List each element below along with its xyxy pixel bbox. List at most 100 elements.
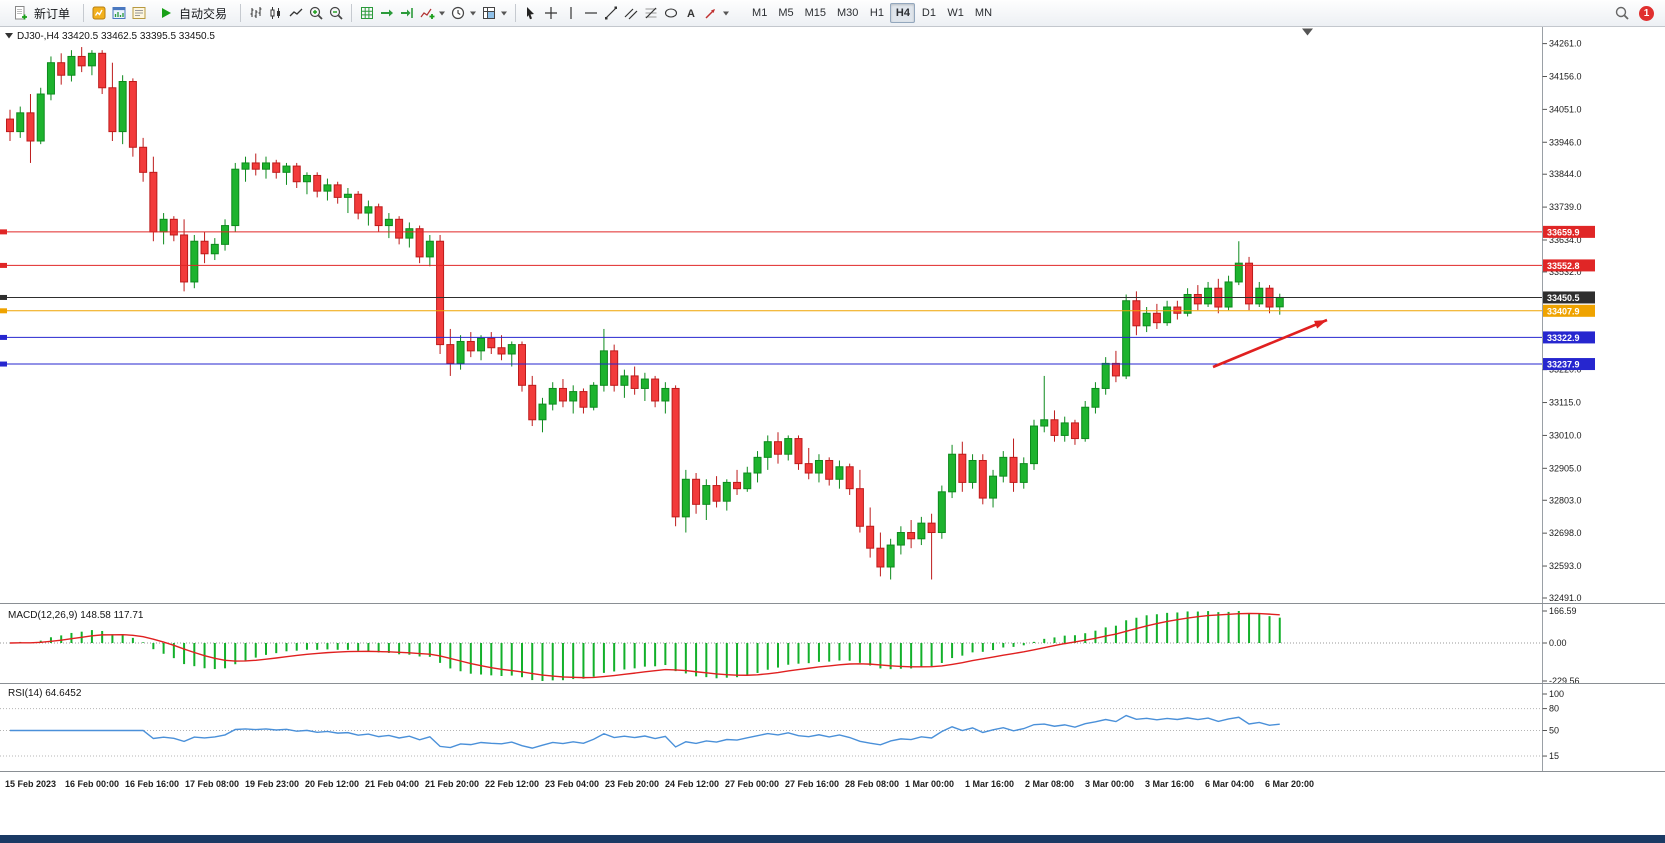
trend-arrow[interactable] bbox=[1212, 318, 1328, 369]
templates-icon[interactable] bbox=[480, 4, 498, 22]
price-tick-label: 33115.0 bbox=[1549, 398, 1581, 408]
tools-dropdown-icon[interactable] bbox=[722, 4, 731, 22]
auto-scroll-icon[interactable] bbox=[378, 4, 396, 22]
time-axis-label: 2 Mar 08:00 bbox=[1025, 779, 1074, 789]
time-axis-label: 23 Feb 04:00 bbox=[545, 779, 599, 789]
price-flag bbox=[1543, 225, 1595, 238]
trendline-tool-icon[interactable] bbox=[602, 4, 620, 22]
candle-body bbox=[579, 391, 588, 408]
candle-body bbox=[845, 466, 854, 490]
price-tick-label: 34051.0 bbox=[1549, 104, 1582, 114]
arrows-tool-icon[interactable] bbox=[702, 4, 720, 22]
candle-body bbox=[67, 55, 76, 76]
candle-body bbox=[1245, 262, 1254, 305]
candle-body bbox=[405, 228, 414, 239]
candles-chart-icon[interactable] bbox=[267, 4, 285, 22]
timeframe-M15[interactable]: M15 bbox=[804, 7, 826, 19]
new-order-button[interactable]: 新订单 bbox=[5, 2, 77, 24]
candle-body bbox=[26, 112, 35, 142]
time-axis-label: 3 Mar 00:00 bbox=[1085, 779, 1134, 789]
line-chart-icon[interactable] bbox=[287, 4, 305, 22]
candle-body bbox=[825, 459, 834, 480]
crosshair-tool-icon[interactable] bbox=[542, 4, 560, 22]
candle-body bbox=[927, 522, 936, 534]
bars-chart-icon[interactable] bbox=[247, 4, 265, 22]
candle-body bbox=[46, 62, 55, 95]
candle-body bbox=[1019, 463, 1028, 483]
horizontal-line-tool-icon[interactable] bbox=[582, 4, 600, 22]
candle-body bbox=[569, 391, 578, 402]
timeframe-M30[interactable]: M30 bbox=[837, 7, 859, 19]
candle-body bbox=[702, 485, 711, 505]
timeframe-H4[interactable]: H4 bbox=[890, 3, 916, 23]
search-icon[interactable] bbox=[1613, 4, 1631, 22]
indicators-icon[interactable] bbox=[418, 4, 436, 22]
candle-body bbox=[384, 218, 393, 227]
candle-body bbox=[87, 52, 96, 67]
candle-body bbox=[395, 218, 404, 239]
text-tool-icon[interactable]: A bbox=[682, 4, 700, 22]
price-level-marker bbox=[0, 262, 7, 268]
toolbar-separator bbox=[240, 4, 242, 22]
price-level-marker bbox=[0, 334, 7, 340]
candle-body bbox=[456, 340, 465, 364]
rsi-tick-label: 15 bbox=[1549, 751, 1559, 761]
templates-dropdown-icon[interactable] bbox=[500, 4, 509, 22]
candle-body bbox=[1009, 456, 1018, 483]
candle-body bbox=[958, 453, 967, 483]
timeframe-M5[interactable]: M5 bbox=[778, 7, 794, 19]
candle-body bbox=[77, 55, 86, 67]
candle-body bbox=[210, 243, 219, 255]
cursor-tool-icon[interactable] bbox=[522, 4, 540, 22]
timeframe-MN[interactable]: MN bbox=[974, 7, 993, 19]
zoom-in-icon[interactable] bbox=[307, 4, 325, 22]
candle-body bbox=[364, 206, 373, 214]
indicators-dropdown-icon[interactable] bbox=[438, 4, 447, 22]
channel-tool-icon[interactable] bbox=[622, 4, 640, 22]
candle-body bbox=[1193, 293, 1202, 305]
chart-window-icon[interactable] bbox=[110, 4, 128, 22]
time-axis-label: 24 Feb 12:00 bbox=[665, 779, 719, 789]
candle-body bbox=[169, 218, 178, 236]
candle-body bbox=[1163, 306, 1172, 324]
svg-text:A: A bbox=[687, 8, 695, 20]
candle-body bbox=[128, 80, 137, 148]
candle-body bbox=[589, 384, 598, 408]
fibonacci-tool-icon[interactable] bbox=[642, 4, 660, 22]
auto-trading-button[interactable]: 自动交易 bbox=[150, 2, 234, 24]
shapes-tool-icon[interactable] bbox=[662, 4, 680, 22]
vertical-line-tool-icon[interactable] bbox=[562, 4, 580, 22]
chart-shift-end-marker[interactable] bbox=[1302, 28, 1313, 36]
timeframe-M1[interactable]: M1 bbox=[752, 7, 768, 19]
candle-body bbox=[200, 240, 209, 255]
notification-badge[interactable]: 1 bbox=[1639, 5, 1654, 21]
candle-body bbox=[528, 384, 537, 421]
candle-body bbox=[886, 544, 895, 568]
candle-body bbox=[743, 472, 752, 490]
periods-dropdown-icon[interactable] bbox=[469, 4, 478, 22]
market-watch-icon[interactable] bbox=[90, 4, 108, 22]
candle-body bbox=[477, 337, 486, 352]
toolbar-separator bbox=[83, 4, 85, 22]
chart-shift-icon[interactable] bbox=[398, 4, 416, 22]
timeframe-H1[interactable]: H1 bbox=[869, 7, 884, 19]
price-flag bbox=[1543, 331, 1595, 344]
grid-icon[interactable] bbox=[358, 4, 376, 22]
toolbar-separator bbox=[515, 4, 517, 22]
symbol-dropdown-icon[interactable] bbox=[5, 33, 13, 39]
candle-body bbox=[282, 165, 291, 173]
navigator-icon[interactable] bbox=[130, 4, 148, 22]
candle-body bbox=[436, 240, 445, 346]
candle-body bbox=[507, 344, 516, 355]
chart-window: 34261.0 34156.0 34051.0 33946.0 33844.0 33739… bbox=[0, 27, 1665, 835]
macd-tick-label: 0.00 bbox=[1549, 638, 1567, 648]
candle-body bbox=[794, 438, 803, 465]
candle-body bbox=[538, 403, 547, 421]
candle-body bbox=[1050, 419, 1059, 436]
timeframe-D1[interactable]: D1 bbox=[921, 7, 936, 19]
periods-icon[interactable] bbox=[449, 4, 467, 22]
chart-canvas[interactable]: 34261.0 34156.0 34051.0 33946.0 33844.0 33739… bbox=[0, 27, 1665, 835]
timeframe-W1[interactable]: W1 bbox=[947, 7, 964, 19]
price-flag-label: 33552.8 bbox=[1547, 261, 1580, 271]
zoom-out-icon[interactable] bbox=[327, 4, 345, 22]
